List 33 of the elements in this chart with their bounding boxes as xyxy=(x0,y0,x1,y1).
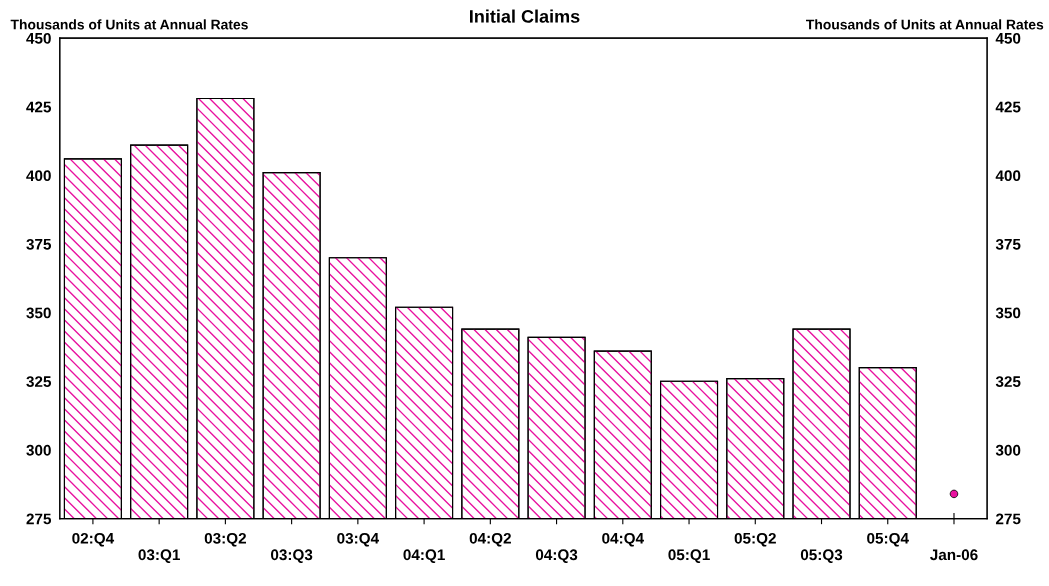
y-tick-label: 400 xyxy=(26,170,51,182)
x-tick-label: 04:Q2 xyxy=(469,532,511,547)
y-tick-label: 425 xyxy=(26,101,52,113)
x-tick-label: Jan-06 xyxy=(930,549,978,561)
y-tick-label: 375 xyxy=(26,238,52,250)
y2-tick-label: 375 xyxy=(995,238,1021,250)
x-tick-label: 05:Q4 xyxy=(867,532,909,547)
x-tick-label: 03:Q4 xyxy=(337,532,380,547)
y2-tick-label: 275 xyxy=(995,513,1021,525)
x-tick-label: 03:Q2 xyxy=(204,532,247,547)
y2-tick-label: 450 xyxy=(995,32,1021,44)
y-tick-label: 300 xyxy=(26,444,51,456)
x-tick-label: 02:Q4 xyxy=(72,532,115,547)
x-tick-label: 05:Q3 xyxy=(800,549,843,564)
y2-tick-label: 350 xyxy=(995,307,1021,319)
y2-tick-label: 300 xyxy=(995,444,1021,456)
x-tick-label: 04:Q3 xyxy=(535,549,578,564)
x-tick-label: 04:Q4 xyxy=(602,532,644,547)
y-tick-label: 325 xyxy=(26,376,52,388)
y-tick-label: 350 xyxy=(26,307,51,319)
x-tick-label: 05:Q2 xyxy=(734,532,776,547)
x-tick-label: 04:Q1 xyxy=(403,549,445,564)
y-tick-label: 275 xyxy=(26,513,52,525)
chart-title: Initial Claims xyxy=(470,9,580,23)
y2-tick-label: 425 xyxy=(995,101,1021,113)
x-tick-label: 05:Q1 xyxy=(668,549,710,564)
y2-tick-label: 325 xyxy=(995,376,1021,388)
y-axis-title: Thousands of Units at Annual Rates xyxy=(10,19,248,30)
y2-axis-title: Thousands of Units at Annual Rates xyxy=(806,19,1044,30)
y-tick-label: 450 xyxy=(26,32,51,44)
y2-tick-label: 400 xyxy=(995,170,1021,182)
x-tick-label: 03:Q3 xyxy=(271,549,313,564)
x-tick-label: 03:Q1 xyxy=(138,549,180,564)
